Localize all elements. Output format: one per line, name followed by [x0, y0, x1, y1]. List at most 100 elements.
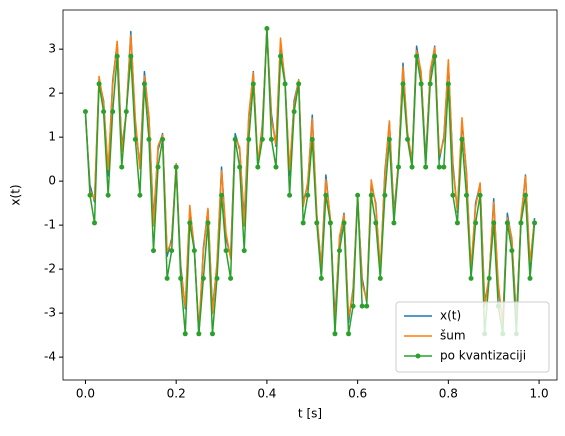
point-marker: [164, 275, 170, 281]
point-marker: [105, 192, 111, 198]
point-marker: [509, 248, 515, 254]
point-marker: [82, 109, 88, 115]
point-marker: [200, 275, 206, 281]
legend-label: po kvantizaciji: [440, 349, 526, 363]
point-marker: [314, 220, 320, 226]
y-tick-label: -3: [44, 306, 56, 320]
point-marker: [332, 331, 338, 337]
point-marker: [464, 192, 470, 198]
point-marker: [110, 109, 116, 115]
series-line: [84, 27, 536, 335]
point-marker: [323, 192, 329, 198]
point-marker: [132, 136, 138, 142]
point-marker: [359, 303, 365, 309]
point-marker: [427, 81, 433, 87]
point-marker: [441, 164, 447, 170]
y-tick-label: 2: [48, 86, 56, 100]
point-marker: [432, 53, 438, 59]
point-marker: [382, 192, 388, 198]
x-tick-label: 0.2: [167, 387, 186, 401]
x-tick-label: 0.8: [439, 387, 458, 401]
point-marker: [228, 275, 234, 281]
x-tick-label: 0.0: [76, 387, 95, 401]
point-marker: [423, 164, 429, 170]
point-marker: [273, 164, 279, 170]
legend: x(t) šum po kvantizaciji: [395, 301, 550, 373]
x-tick-label: 0.4: [257, 387, 276, 401]
point-marker: [522, 192, 528, 198]
y-axis-label: x(t): [9, 184, 23, 205]
point-marker: [459, 136, 465, 142]
point-marker: [527, 275, 533, 281]
point-marker: [305, 192, 311, 198]
point-marker: [395, 164, 401, 170]
plot-frame: [62, 9, 558, 381]
point-marker: [532, 220, 538, 226]
point-marker: [400, 81, 406, 87]
point-marker: [268, 136, 274, 142]
point-marker: [350, 303, 356, 309]
point-marker: [237, 164, 243, 170]
point-marker: [300, 220, 306, 226]
point-marker: [205, 220, 211, 226]
point-marker: [287, 192, 293, 198]
point-marker: [87, 192, 93, 198]
point-marker: [491, 220, 497, 226]
point-marker: [296, 81, 302, 87]
point-marker: [368, 192, 374, 198]
point-marker: [477, 192, 483, 198]
legend-label: x(t): [440, 309, 461, 323]
point-marker: [223, 248, 229, 254]
point-marker: [241, 248, 247, 254]
x-tick-label: 0.6: [348, 387, 367, 401]
point-marker: [454, 220, 460, 226]
point-marker: [373, 220, 379, 226]
point-marker: [141, 81, 147, 87]
legend-marker: [415, 353, 421, 359]
point-marker: [123, 109, 129, 115]
point-marker: [278, 53, 284, 59]
point-marker: [391, 220, 397, 226]
point-marker: [101, 109, 107, 115]
point-marker: [418, 81, 424, 87]
point-marker: [486, 275, 492, 281]
y-tick-label: -1: [44, 218, 56, 232]
point-marker: [473, 220, 479, 226]
point-marker: [445, 81, 451, 87]
point-marker: [209, 331, 215, 337]
point-marker: [318, 275, 324, 281]
point-marker: [146, 136, 152, 142]
point-marker: [92, 220, 98, 226]
point-marker: [291, 109, 297, 115]
point-marker: [282, 81, 288, 87]
point-marker: [264, 25, 270, 31]
point-marker: [468, 275, 474, 281]
point-marker: [450, 192, 456, 198]
point-marker: [128, 53, 134, 59]
point-marker: [219, 192, 225, 198]
x-tick-label: 1.0: [530, 387, 549, 401]
y-tick-label: 0: [48, 174, 56, 188]
point-marker: [155, 164, 161, 170]
legend-label: šum: [440, 329, 466, 343]
x-axis-label: t [s]: [298, 407, 322, 421]
y-tick-label: 1: [48, 130, 56, 144]
point-marker: [255, 164, 261, 170]
point-marker: [160, 136, 166, 142]
point-marker: [341, 220, 347, 226]
point-marker: [259, 136, 265, 142]
point-marker: [178, 275, 184, 281]
point-marker: [346, 331, 352, 337]
point-marker: [137, 192, 143, 198]
point-marker: [386, 136, 392, 142]
point-marker: [409, 164, 415, 170]
point-marker: [169, 248, 175, 254]
point-marker: [504, 220, 510, 226]
point-marker: [114, 53, 120, 59]
series-line: [84, 27, 536, 330]
point-marker: [182, 331, 188, 337]
point-marker: [436, 164, 442, 170]
point-marker: [518, 220, 524, 226]
point-marker: [336, 248, 342, 254]
